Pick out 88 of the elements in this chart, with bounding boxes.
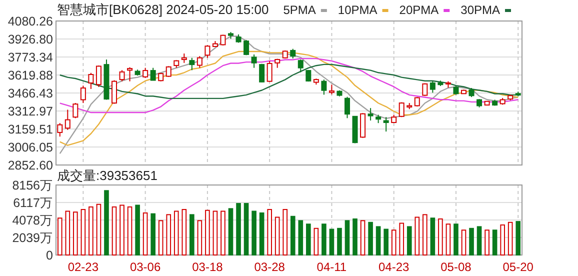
- bar: [135, 204, 140, 256]
- bar: [267, 209, 272, 256]
- y-tick-label: 3926.80: [8, 32, 54, 46]
- bar: [290, 216, 296, 256]
- bar: [96, 204, 102, 256]
- y-tick-label: 0: [46, 248, 54, 262]
- bar: [406, 226, 412, 256]
- bar: [142, 212, 148, 256]
- legend-label: 5PMA: [283, 3, 316, 17]
- bar: [516, 221, 521, 256]
- bar: [236, 203, 241, 256]
- bar: [399, 222, 404, 256]
- bar: [182, 209, 187, 256]
- bar: [360, 220, 366, 256]
- y-tick-label: 8156万: [12, 178, 53, 192]
- bar: [414, 216, 420, 256]
- bar: [205, 210, 210, 256]
- y-tick-label: 3619.88: [8, 68, 54, 82]
- bar: [57, 218, 62, 256]
- bar: [508, 222, 513, 256]
- bar: [212, 210, 218, 256]
- bar: [104, 190, 109, 256]
- bar: [476, 226, 482, 256]
- bar: [112, 206, 117, 256]
- bar: [244, 203, 249, 256]
- bar: [274, 216, 280, 256]
- y-tick-label: 3159.51: [8, 122, 54, 136]
- y-tick-label: 3006.05: [8, 140, 54, 154]
- y-tick-label: 4080.26: [8, 14, 54, 28]
- y-tick-label: 6117万: [13, 196, 53, 210]
- bar: [461, 230, 466, 256]
- bar: [322, 224, 326, 256]
- y-tick-label: 3466.43: [8, 86, 54, 100]
- bar: [158, 220, 164, 256]
- x-tick-label: 03-06: [130, 260, 161, 274]
- bar: [500, 224, 505, 256]
- y-tick-label: 3312.97: [8, 104, 54, 118]
- x-tick-label: 03-18: [192, 260, 224, 274]
- bar: [314, 228, 319, 256]
- bar: [150, 213, 156, 256]
- bar: [120, 204, 124, 256]
- bar: [391, 230, 396, 256]
- bar: [492, 230, 498, 256]
- bar: [446, 224, 451, 256]
- bar: [73, 212, 78, 256]
- x-tick-label: 02-23: [68, 260, 99, 274]
- bar: [252, 210, 256, 256]
- bar: [298, 220, 304, 256]
- bar: [484, 230, 490, 256]
- bar: [306, 224, 311, 256]
- chart-title: 成交量:39353651: [57, 168, 158, 183]
- legend-label: 30PMA: [460, 3, 500, 17]
- bar: [454, 224, 458, 256]
- bar: [344, 220, 350, 256]
- bar: [259, 212, 264, 256]
- bar: [65, 210, 70, 256]
- bar: [376, 226, 381, 256]
- x-tick-label: 05-20: [502, 260, 534, 274]
- bar: [422, 214, 428, 256]
- legend-label: 10PMA: [338, 3, 378, 17]
- bar: [174, 210, 179, 256]
- chart-title: 智慧城市[BK0628] 2024-05-20 15:00: [57, 2, 269, 17]
- y-tick-label: 4078万: [12, 214, 53, 228]
- bar: [368, 222, 373, 256]
- legend-label: 20PMA: [399, 3, 439, 17]
- bar: [337, 228, 342, 256]
- bar: [469, 228, 474, 256]
- x-tick-label: 04-23: [378, 260, 410, 274]
- bar: [127, 206, 132, 256]
- bar: [80, 209, 86, 256]
- bar: [352, 218, 358, 256]
- y-tick-label: 2039万: [12, 231, 53, 245]
- bar: [88, 206, 94, 256]
- bar: [384, 228, 388, 256]
- bar: [282, 209, 288, 256]
- y-tick-label: 3773.34: [8, 50, 54, 64]
- bar: [430, 218, 436, 256]
- y-tick-label: 2852.60: [8, 158, 54, 172]
- x-tick-label: 03-28: [254, 260, 286, 274]
- bar: [329, 228, 334, 256]
- bar: [438, 218, 443, 256]
- x-tick-label: 05-08: [440, 260, 472, 274]
- bar: [190, 214, 194, 256]
- x-tick-label: 04-11: [316, 260, 347, 274]
- bar: [197, 220, 202, 256]
- bar: [228, 208, 234, 256]
- bar: [166, 214, 172, 256]
- bar: [220, 210, 226, 256]
